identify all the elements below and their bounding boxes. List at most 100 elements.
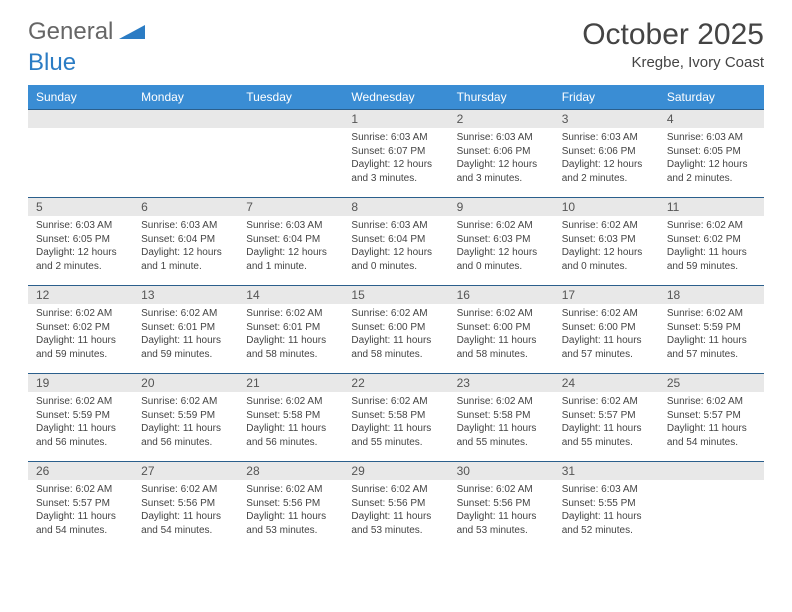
weekday-header: Monday xyxy=(133,85,238,110)
calendar-table: Sunday Monday Tuesday Wednesday Thursday… xyxy=(28,85,764,550)
calendar-day-cell: 27Sunrise: 6:02 AMSunset: 5:56 PMDayligh… xyxy=(133,462,238,550)
day-details: Sunrise: 6:03 AMSunset: 6:05 PMDaylight:… xyxy=(659,128,764,191)
day-number: 18 xyxy=(659,286,764,304)
day-number: 12 xyxy=(28,286,133,304)
calendar-week-row: 1Sunrise: 6:03 AMSunset: 6:07 PMDaylight… xyxy=(28,110,764,198)
month-title: October 2025 xyxy=(582,18,764,52)
day-details: Sunrise: 6:02 AMSunset: 5:59 PMDaylight:… xyxy=(659,304,764,367)
day-details: Sunrise: 6:03 AMSunset: 5:55 PMDaylight:… xyxy=(554,480,659,543)
empty-day-number xyxy=(659,462,764,480)
calendar-day-cell: 18Sunrise: 6:02 AMSunset: 5:59 PMDayligh… xyxy=(659,286,764,374)
calendar-day-cell: 13Sunrise: 6:02 AMSunset: 6:01 PMDayligh… xyxy=(133,286,238,374)
calendar-day-cell xyxy=(238,110,343,198)
weekday-header: Thursday xyxy=(449,85,554,110)
day-number: 21 xyxy=(238,374,343,392)
calendar-day-cell xyxy=(133,110,238,198)
day-details: Sunrise: 6:02 AMSunset: 5:59 PMDaylight:… xyxy=(133,392,238,455)
day-details: Sunrise: 6:02 AMSunset: 6:01 PMDaylight:… xyxy=(238,304,343,367)
weekday-header: Sunday xyxy=(28,85,133,110)
calendar-day-cell: 3Sunrise: 6:03 AMSunset: 6:06 PMDaylight… xyxy=(554,110,659,198)
day-number: 30 xyxy=(449,462,554,480)
day-number: 2 xyxy=(449,110,554,128)
day-number: 24 xyxy=(554,374,659,392)
calendar-day-cell: 21Sunrise: 6:02 AMSunset: 5:58 PMDayligh… xyxy=(238,374,343,462)
calendar-day-cell: 7Sunrise: 6:03 AMSunset: 6:04 PMDaylight… xyxy=(238,198,343,286)
calendar-week-row: 19Sunrise: 6:02 AMSunset: 5:59 PMDayligh… xyxy=(28,374,764,462)
day-details: Sunrise: 6:02 AMSunset: 5:56 PMDaylight:… xyxy=(343,480,448,543)
day-details: Sunrise: 6:02 AMSunset: 6:00 PMDaylight:… xyxy=(554,304,659,367)
day-details: Sunrise: 6:03 AMSunset: 6:07 PMDaylight:… xyxy=(343,128,448,191)
calendar-day-cell: 2Sunrise: 6:03 AMSunset: 6:06 PMDaylight… xyxy=(449,110,554,198)
calendar-day-cell xyxy=(659,462,764,550)
calendar-day-cell xyxy=(28,110,133,198)
day-number: 6 xyxy=(133,198,238,216)
day-number: 14 xyxy=(238,286,343,304)
calendar-day-cell: 5Sunrise: 6:03 AMSunset: 6:05 PMDaylight… xyxy=(28,198,133,286)
day-details: Sunrise: 6:02 AMSunset: 6:01 PMDaylight:… xyxy=(133,304,238,367)
day-number: 20 xyxy=(133,374,238,392)
day-details: Sunrise: 6:02 AMSunset: 6:03 PMDaylight:… xyxy=(449,216,554,279)
day-details: Sunrise: 6:03 AMSunset: 6:05 PMDaylight:… xyxy=(28,216,133,279)
calendar-day-cell: 17Sunrise: 6:02 AMSunset: 6:00 PMDayligh… xyxy=(554,286,659,374)
calendar-day-cell: 9Sunrise: 6:02 AMSunset: 6:03 PMDaylight… xyxy=(449,198,554,286)
calendar-day-cell: 24Sunrise: 6:02 AMSunset: 5:57 PMDayligh… xyxy=(554,374,659,462)
day-number: 22 xyxy=(343,374,448,392)
logo-triangle-icon xyxy=(119,18,145,46)
weekday-header: Tuesday xyxy=(238,85,343,110)
calendar-day-cell: 14Sunrise: 6:02 AMSunset: 6:01 PMDayligh… xyxy=(238,286,343,374)
calendar-day-cell: 6Sunrise: 6:03 AMSunset: 6:04 PMDaylight… xyxy=(133,198,238,286)
day-details: Sunrise: 6:02 AMSunset: 5:56 PMDaylight:… xyxy=(133,480,238,543)
empty-day-number xyxy=(28,110,133,128)
calendar-day-cell: 25Sunrise: 6:02 AMSunset: 5:57 PMDayligh… xyxy=(659,374,764,462)
day-details: Sunrise: 6:02 AMSunset: 5:57 PMDaylight:… xyxy=(659,392,764,455)
day-details: Sunrise: 6:02 AMSunset: 6:00 PMDaylight:… xyxy=(343,304,448,367)
day-number: 8 xyxy=(343,198,448,216)
day-number: 23 xyxy=(449,374,554,392)
day-number: 5 xyxy=(28,198,133,216)
empty-day-number xyxy=(133,110,238,128)
calendar-day-cell: 31Sunrise: 6:03 AMSunset: 5:55 PMDayligh… xyxy=(554,462,659,550)
day-number: 13 xyxy=(133,286,238,304)
day-details: Sunrise: 6:02 AMSunset: 5:59 PMDaylight:… xyxy=(28,392,133,455)
day-number: 1 xyxy=(343,110,448,128)
day-details: Sunrise: 6:03 AMSunset: 6:04 PMDaylight:… xyxy=(238,216,343,279)
day-details: Sunrise: 6:02 AMSunset: 6:03 PMDaylight:… xyxy=(554,216,659,279)
calendar-week-row: 12Sunrise: 6:02 AMSunset: 6:02 PMDayligh… xyxy=(28,286,764,374)
calendar-day-cell: 1Sunrise: 6:03 AMSunset: 6:07 PMDaylight… xyxy=(343,110,448,198)
day-number: 17 xyxy=(554,286,659,304)
day-number: 28 xyxy=(238,462,343,480)
day-number: 3 xyxy=(554,110,659,128)
calendar-day-cell: 28Sunrise: 6:02 AMSunset: 5:56 PMDayligh… xyxy=(238,462,343,550)
day-details: Sunrise: 6:02 AMSunset: 6:00 PMDaylight:… xyxy=(449,304,554,367)
day-number: 31 xyxy=(554,462,659,480)
day-details: Sunrise: 6:02 AMSunset: 5:57 PMDaylight:… xyxy=(28,480,133,543)
calendar-day-cell: 15Sunrise: 6:02 AMSunset: 6:00 PMDayligh… xyxy=(343,286,448,374)
calendar-day-cell: 16Sunrise: 6:02 AMSunset: 6:00 PMDayligh… xyxy=(449,286,554,374)
day-details: Sunrise: 6:02 AMSunset: 5:58 PMDaylight:… xyxy=(238,392,343,455)
logo-word-blue: Blue xyxy=(28,49,764,77)
calendar-day-cell: 4Sunrise: 6:03 AMSunset: 6:05 PMDaylight… xyxy=(659,110,764,198)
day-number: 29 xyxy=(343,462,448,480)
day-details: Sunrise: 6:02 AMSunset: 5:58 PMDaylight:… xyxy=(343,392,448,455)
day-details: Sunrise: 6:02 AMSunset: 6:02 PMDaylight:… xyxy=(659,216,764,279)
day-number: 10 xyxy=(554,198,659,216)
calendar-day-cell: 11Sunrise: 6:02 AMSunset: 6:02 PMDayligh… xyxy=(659,198,764,286)
calendar-day-cell: 8Sunrise: 6:03 AMSunset: 6:04 PMDaylight… xyxy=(343,198,448,286)
day-details: Sunrise: 6:02 AMSunset: 6:02 PMDaylight:… xyxy=(28,304,133,367)
day-details: Sunrise: 6:02 AMSunset: 5:56 PMDaylight:… xyxy=(238,480,343,543)
weekday-header-row: Sunday Monday Tuesday Wednesday Thursday… xyxy=(28,85,764,110)
calendar-day-cell: 29Sunrise: 6:02 AMSunset: 5:56 PMDayligh… xyxy=(343,462,448,550)
calendar-week-row: 5Sunrise: 6:03 AMSunset: 6:05 PMDaylight… xyxy=(28,198,764,286)
empty-day-number xyxy=(238,110,343,128)
day-details: Sunrise: 6:03 AMSunset: 6:06 PMDaylight:… xyxy=(449,128,554,191)
day-details: Sunrise: 6:03 AMSunset: 6:04 PMDaylight:… xyxy=(133,216,238,279)
day-details: Sunrise: 6:03 AMSunset: 6:04 PMDaylight:… xyxy=(343,216,448,279)
calendar-day-cell: 30Sunrise: 6:02 AMSunset: 5:56 PMDayligh… xyxy=(449,462,554,550)
day-number: 27 xyxy=(133,462,238,480)
day-number: 9 xyxy=(449,198,554,216)
calendar-week-row: 26Sunrise: 6:02 AMSunset: 5:57 PMDayligh… xyxy=(28,462,764,550)
weekday-header: Wednesday xyxy=(343,85,448,110)
calendar-body: 1Sunrise: 6:03 AMSunset: 6:07 PMDaylight… xyxy=(28,110,764,550)
calendar-day-cell: 23Sunrise: 6:02 AMSunset: 5:58 PMDayligh… xyxy=(449,374,554,462)
logo: General xyxy=(28,18,145,46)
